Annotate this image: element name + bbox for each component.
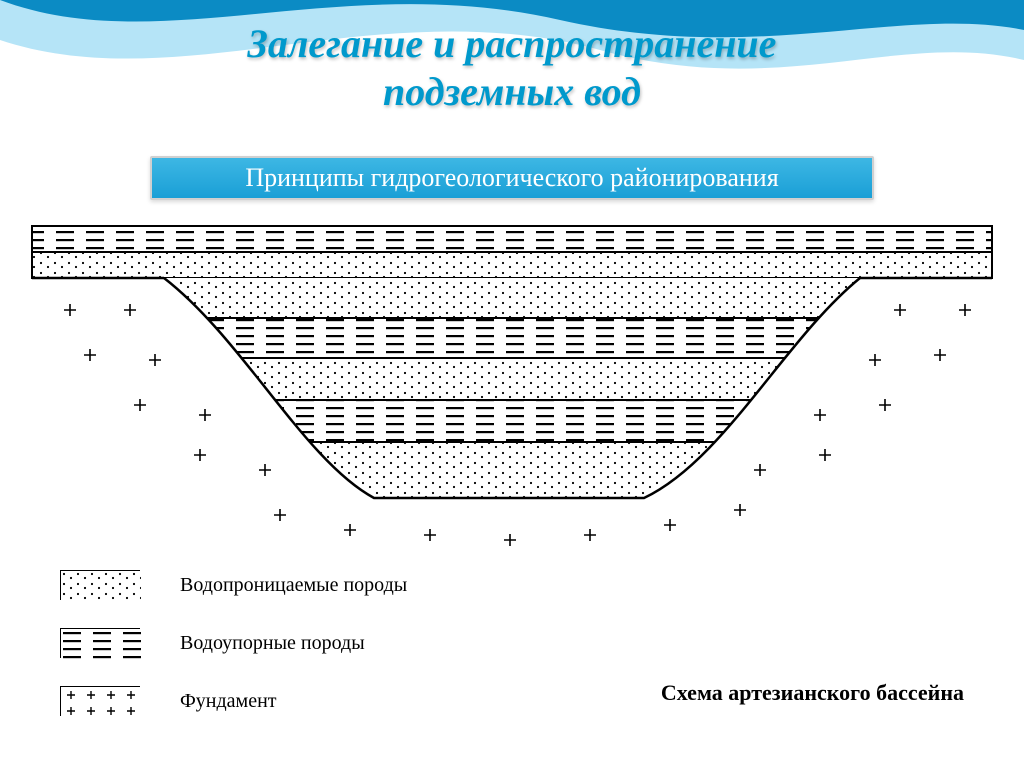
title-line2: подземных вод <box>383 69 641 114</box>
legend-permeable-label: Водопроницаемые породы <box>180 574 407 597</box>
swatch-foundation <box>60 686 140 716</box>
artesian-basin-diagram <box>24 220 1000 560</box>
title-line1: Залегание и распространение <box>248 21 777 66</box>
subtitle-text: Принципы гидрогеологического районирован… <box>245 163 778 193</box>
legend-impermeable: Водоупорные породы <box>60 628 407 658</box>
legend-impermeable-label: Водоупорные породы <box>180 632 365 655</box>
swatch-permeable <box>60 570 140 600</box>
swatch-impermeable <box>60 628 140 658</box>
page-title: Залегание и распространение подземных во… <box>0 20 1024 116</box>
legend-foundation-label: Фундамент <box>180 690 277 713</box>
subtitle-bar: Принципы гидрогеологического районирован… <box>150 156 874 200</box>
legend-foundation: Фундамент <box>60 686 407 716</box>
legend-permeable: Водопроницаемые породы <box>60 570 407 600</box>
legend: Водопроницаемые породы Водоупорные пород… <box>60 570 407 744</box>
diagram-caption: Схема артезианского бассейна <box>661 680 964 706</box>
